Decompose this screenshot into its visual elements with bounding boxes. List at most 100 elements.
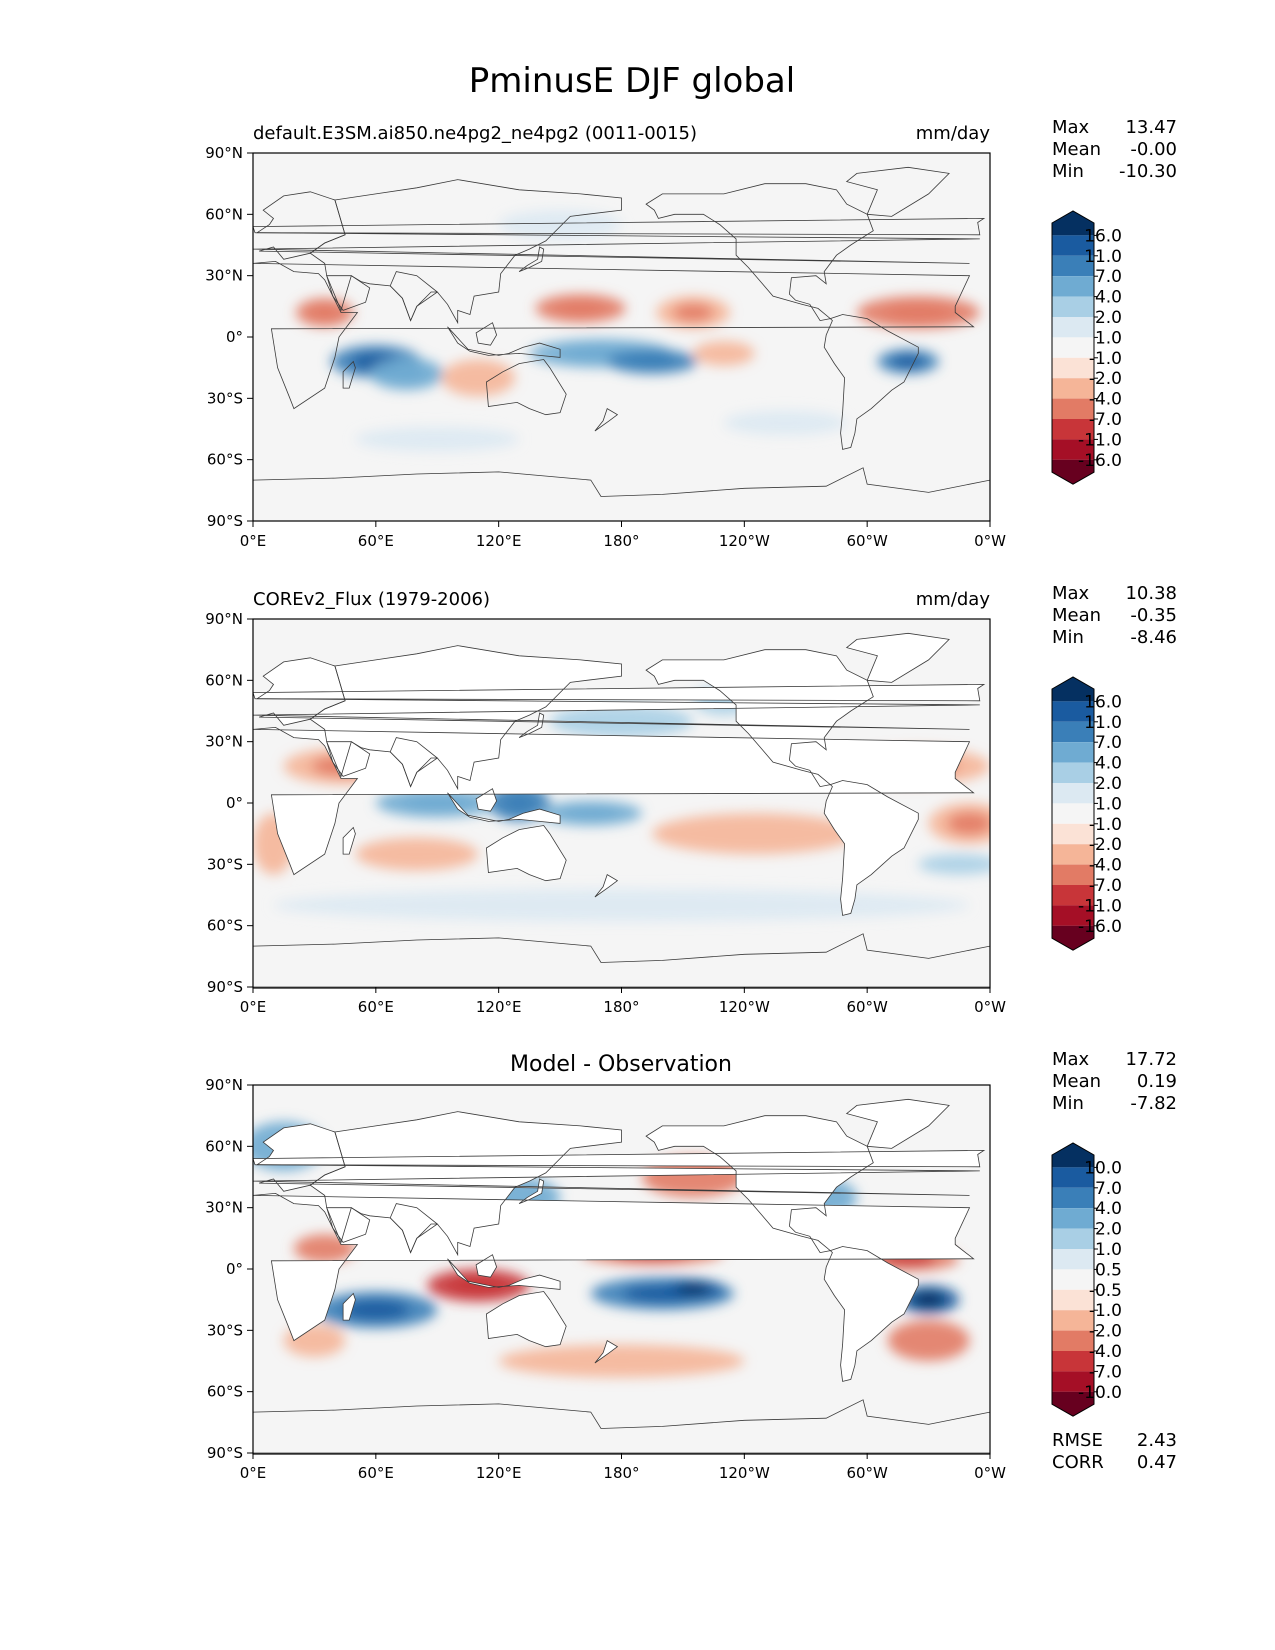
stat-label-mean: Mean	[1052, 605, 1101, 626]
y-tick-label: 60°N	[205, 205, 243, 223]
colorbar-segment	[1052, 1269, 1094, 1290]
y-tick-label: 60°S	[207, 917, 243, 935]
y-tick-label: 30°S	[207, 389, 243, 407]
colorbar-label: -16.0	[1078, 451, 1122, 471]
colorbar-label: -10.0	[1078, 1383, 1122, 1403]
colorbar-segment	[1052, 844, 1094, 865]
y-tick-label: 60°N	[205, 1137, 243, 1155]
coast-madagascar	[342, 360, 356, 389]
stats-block: Max 10.38 Mean -0.35 Min -8.46	[1052, 583, 1177, 648]
x-tick-label: 180°	[603, 1464, 639, 1482]
land-india	[390, 1203, 438, 1253]
coast-s-america	[823, 1246, 919, 1382]
stat-value-max: 10.38	[1125, 583, 1177, 604]
colorbar-label: 7.0	[1095, 267, 1122, 287]
coast-india	[389, 271, 439, 322]
x-tick-label: 0°W	[974, 998, 1006, 1016]
field-blob	[887, 1320, 970, 1361]
colorbar-label: 11.0	[1084, 247, 1122, 267]
land-asia	[310, 645, 622, 789]
colorbar-label: 10.0	[1084, 1158, 1122, 1178]
coast-japan	[518, 712, 545, 738]
coast-india	[389, 737, 439, 788]
colorbar-label: -4.0	[1089, 856, 1122, 876]
coast-s-america	[823, 314, 919, 450]
field-blob	[273, 888, 970, 922]
field-blob-core	[502, 792, 537, 814]
coast-s-america	[823, 780, 919, 916]
colorbar-outline	[1051, 1142, 1095, 1417]
x-tick-label: 60°W	[846, 998, 888, 1016]
figure-title: PminusE DJF global	[469, 61, 795, 101]
y-tick-label: 90°S	[207, 978, 243, 996]
y-tick-label: 60°N	[205, 671, 243, 689]
stat-label-max: Max	[1052, 1049, 1090, 1070]
field-blob-core	[947, 812, 990, 835]
colorbar-segment	[1052, 721, 1094, 743]
colorbar-segment	[1052, 1351, 1094, 1372]
x-tick-label: 0°W	[974, 532, 1006, 550]
x-tick-label: 120°W	[719, 1464, 770, 1482]
colorbar-segment	[1052, 255, 1094, 277]
coast-uk	[253, 217, 986, 236]
corr-label: CORR	[1052, 1452, 1104, 1473]
coast-antarctica	[253, 1399, 990, 1454]
x-tick-label: 120°E	[476, 1464, 522, 1482]
y-axis: 90°N 60°N 30°N 0° 30°S 60°S 90°S	[205, 610, 253, 996]
field-blob-core	[884, 303, 953, 322]
colorbar-label: -7.0	[1089, 1362, 1122, 1382]
colorbar-segment	[1052, 885, 1094, 906]
stat-label-min: Min	[1052, 1093, 1084, 1114]
coast-arabia	[326, 275, 371, 311]
coast-japan	[518, 246, 545, 272]
field-blob	[498, 210, 622, 239]
colorbar: 16.011.07.04.02.01.0-1.0-2.0-4.0-7.0-11.…	[1051, 676, 1122, 951]
stat-value-max: 17.72	[1125, 1049, 1177, 1070]
colorbar-segment	[1052, 1228, 1094, 1249]
colorbar-segment	[1052, 1371, 1094, 1392]
colorbar-segment	[1052, 1208, 1094, 1229]
land-madagascar	[343, 1293, 356, 1321]
colorbar-label: -1.0	[1089, 349, 1122, 369]
rmse-value: 2.43	[1137, 1430, 1177, 1451]
x-tick-label: 60°W	[846, 1464, 888, 1482]
colorbar-label: 4.0	[1095, 1199, 1122, 1219]
colorbar-segment	[1052, 762, 1094, 783]
stats-block: Max 17.72 Mean 0.19 Min -7.82	[1052, 1049, 1177, 1114]
x-tick-label: 120°W	[719, 532, 770, 550]
field-blob-core	[342, 1299, 410, 1321]
coastlines	[253, 166, 990, 521]
colorbar-segment	[1052, 783, 1094, 804]
stat-value-mean: -0.35	[1130, 605, 1177, 626]
colorbar-segment	[1052, 905, 1094, 926]
panel-left-title: default.E3SM.ai850.ne4pg2_ne4pg2 (0011-0…	[253, 123, 697, 144]
y-tick-label: 90°N	[205, 610, 243, 628]
colorbar-segment	[1052, 357, 1094, 379]
stat-label-mean: Mean	[1052, 139, 1101, 160]
colorbar-segment	[1052, 742, 1094, 763]
coast-n-america	[645, 1115, 874, 1254]
coast-arabia	[326, 1207, 371, 1243]
stat-value-min: -10.30	[1119, 161, 1177, 182]
panel-difference: Model - Observation 0°E 60°E 120°E 180° 120°…	[205, 1049, 1177, 1482]
land-greenland	[846, 633, 950, 683]
coastlines	[253, 632, 990, 988]
coast-europe	[253, 1123, 980, 1196]
coast-arabia	[326, 741, 371, 777]
field-blob-core	[676, 1283, 711, 1296]
y-tick-label: 60°S	[207, 1383, 243, 1401]
x-tick-label: 0°W	[974, 1464, 1006, 1482]
coast-nz	[594, 874, 619, 898]
colorbar-segment	[1052, 296, 1094, 317]
map-field	[253, 1085, 990, 1454]
colorbar-label: 7.0	[1095, 733, 1122, 753]
coast-india	[389, 1203, 439, 1254]
colorbar-outline	[1051, 676, 1095, 951]
colorbar-segment	[1052, 1187, 1094, 1209]
x-tick-label: 180°	[603, 998, 639, 1016]
coast-borneo	[475, 322, 498, 346]
colorbar-segment	[1052, 235, 1094, 256]
field-blob-core	[562, 806, 619, 820]
land-n-america	[646, 1115, 874, 1253]
y-axis: 90°N 60°N 30°N 0° 30°S 60°S 90°S	[205, 144, 253, 530]
